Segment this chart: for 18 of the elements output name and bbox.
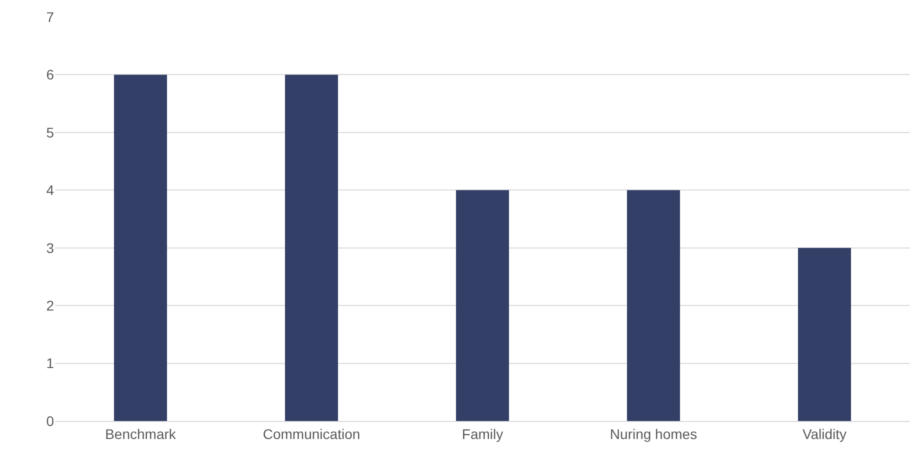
y-tick-label: 6 (46, 66, 54, 83)
x-tick-label: Benchmark (105, 426, 177, 442)
x-tick-label: Communication (262, 426, 360, 442)
bar (285, 74, 338, 421)
x-tick-label: Validity (802, 426, 847, 442)
bar (456, 190, 510, 421)
y-tick-label: 2 (46, 297, 54, 314)
y-tick-label: 5 (46, 124, 54, 140)
bar (798, 248, 851, 421)
bar (114, 74, 168, 421)
x-tick-label: Family (462, 426, 504, 442)
y-tick-label: 1 (46, 355, 54, 372)
bar (626, 190, 680, 421)
y-tick-label: 0 (46, 412, 54, 429)
y-tick-label: 3 (46, 240, 54, 256)
x-tick-label: Nuring homes (610, 426, 698, 442)
y-tick-label: 7 (46, 8, 54, 25)
y-tick-label: 4 (46, 182, 54, 198)
